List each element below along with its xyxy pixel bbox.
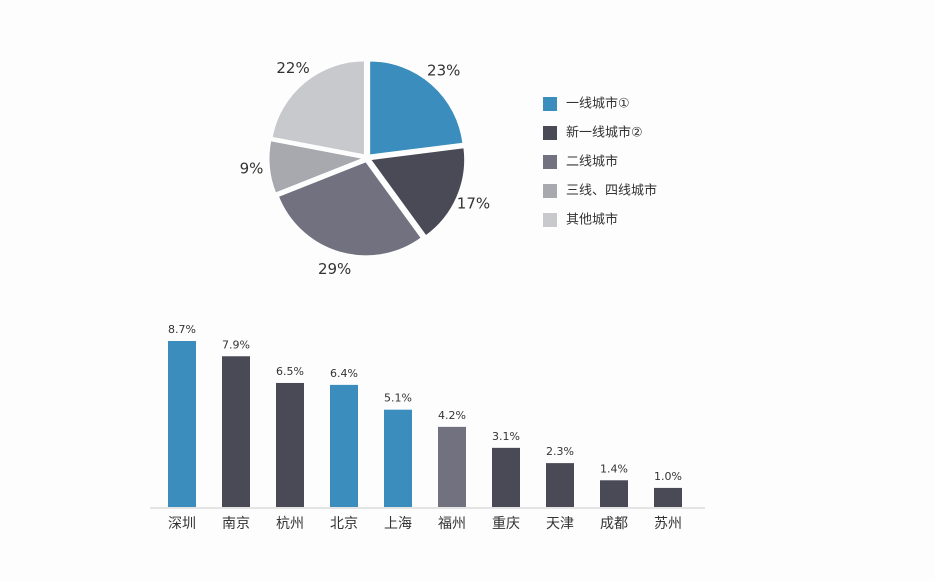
pie-slice: [369, 147, 466, 237]
pie-slice: [369, 60, 464, 156]
bar: [600, 480, 628, 507]
legend-label: 二线城市: [566, 154, 618, 170]
bar-value-label: 6.5%: [276, 365, 304, 378]
x-tick-label: 南京: [222, 516, 250, 532]
bar: [330, 384, 358, 507]
bar-value-label: 4.2%: [438, 409, 466, 422]
pie-slice: [268, 140, 365, 194]
slice-label: 9%: [240, 159, 264, 177]
x-tick-label: 杭州: [276, 516, 304, 532]
slice-label: 23%: [427, 61, 460, 79]
legend-label: 三线、四线城市: [566, 183, 657, 199]
slice-label: 22%: [276, 59, 309, 77]
bar: [546, 463, 574, 507]
x-tick-label: 福州: [438, 516, 466, 532]
x-tick-label: 重庆: [492, 516, 520, 532]
legend-swatch: [543, 155, 557, 169]
x-tick-label: 深圳: [168, 516, 196, 532]
x-tick-label: 成都: [600, 516, 628, 532]
x-tick-label: 上海: [384, 516, 412, 532]
bar-value-label: 3.1%: [492, 430, 520, 443]
slice-label: 29%: [318, 260, 351, 278]
bar-value-label: 8.7%: [168, 323, 196, 336]
bar-value-label: 1.0%: [654, 470, 682, 483]
legend-swatch: [543, 184, 557, 198]
bar: [168, 341, 196, 507]
bar: [384, 409, 412, 507]
x-tick-label: 北京: [330, 516, 358, 532]
bar-value-label: 7.9%: [222, 338, 250, 351]
x-tick-label: 天津: [546, 516, 574, 532]
bar-value-label: 5.1%: [384, 392, 412, 405]
legend-swatch: [543, 97, 557, 111]
bar: [438, 426, 466, 507]
legend-swatch: [543, 126, 557, 140]
legend-label: 一线城市①: [566, 96, 630, 112]
legend-label: 其他城市: [566, 212, 618, 228]
bar: [654, 487, 682, 507]
x-tick-label: 苏州: [654, 516, 682, 532]
bar: [222, 356, 250, 507]
bar-value-label: 1.4%: [600, 462, 628, 475]
bar-value-label: 2.3%: [546, 445, 574, 458]
legend-swatch: [543, 213, 557, 227]
bar: [492, 447, 520, 507]
pie-slice: [277, 161, 422, 257]
bar-value-label: 6.4%: [330, 367, 358, 380]
slice-label: 17%: [457, 195, 490, 213]
bar: [276, 382, 304, 507]
legend-label: 新一线城市②: [566, 125, 643, 141]
pie-slice: [271, 60, 365, 156]
